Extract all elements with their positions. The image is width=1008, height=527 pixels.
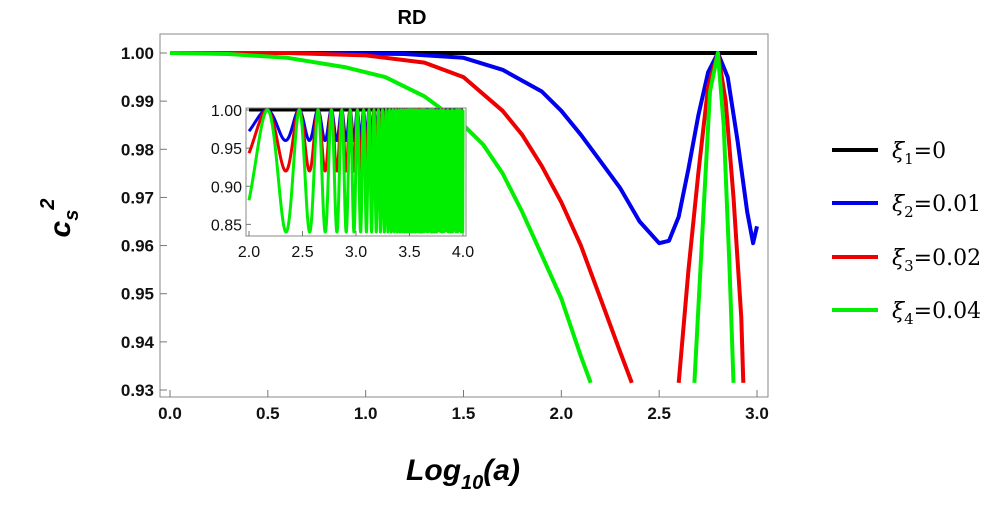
legend-label-xi2: ξ2=0.01 xyxy=(892,192,981,221)
y-label-base: c xyxy=(44,220,77,237)
x-label-sub: 10 xyxy=(461,472,483,494)
x-tick-label: 3.0 xyxy=(745,404,769,423)
x-label-arg: (a) xyxy=(483,454,520,487)
series-line-4-0-04 xyxy=(169,51,736,384)
inset-y-tick-label: 0.85 xyxy=(211,217,242,234)
svg-text:cs2: cs2 xyxy=(37,199,83,238)
main-axis-ticks: 0.0 0.5 1.0 1.5 2.0 2.5 3.0 0.93 0.94 0.95 0.96 0.9… xyxy=(121,44,769,423)
inset-axis-ticks: 2.0 2.5 3.0 3.5 4.0 0.85 0.90 0.95 1.00 xyxy=(211,103,474,261)
inset-series-group xyxy=(247,108,465,234)
inset-x-tick-label: 4.0 xyxy=(452,244,474,261)
series-line-2-0-01 xyxy=(170,51,759,246)
y-tick-label: 0.95 xyxy=(121,285,154,304)
main-series-group xyxy=(169,51,759,384)
y-tick-label: 0.94 xyxy=(121,333,155,352)
legend-label-xi3: ξ3=0.02 xyxy=(892,246,981,275)
x-tick-label: 0.0 xyxy=(158,404,182,423)
y-tick-label: 0.98 xyxy=(121,140,154,159)
inset-y-tick-label: 1.00 xyxy=(211,103,242,120)
y-tick-label: 0.99 xyxy=(121,92,154,111)
inset-x-tick-label: 2.5 xyxy=(291,244,313,261)
legend-label-xi4: ξ4=0.04 xyxy=(892,299,981,328)
x-tick-label: 2.0 xyxy=(550,404,574,423)
inset-series-line-4-0-04 xyxy=(247,108,465,234)
chart-title: RD xyxy=(398,7,427,29)
x-tick-label: 0.5 xyxy=(256,404,280,423)
inset-x-tick-label: 3.0 xyxy=(345,244,367,261)
x-tick-label: 2.5 xyxy=(647,404,671,423)
legend: ξ1=0 ξ2=0.01 ξ3=0.02 ξ4=0.04 xyxy=(832,139,981,328)
y-label-sub: s xyxy=(61,210,83,221)
y-tick-label: 0.93 xyxy=(121,381,154,400)
x-tick-label: 1.5 xyxy=(452,404,476,423)
inset-x-tick-label: 3.5 xyxy=(398,244,420,261)
legend-label-xi1: ξ1=0 xyxy=(892,139,946,168)
inset-y-tick-label: 0.95 xyxy=(211,141,242,158)
x-axis-label: Log10(a) xyxy=(406,454,520,494)
y-label-sup: 2 xyxy=(37,199,59,211)
y-axis-label: cs2 xyxy=(37,199,83,238)
inset-x-tick-label: 2.0 xyxy=(238,244,260,261)
x-label-base: Log xyxy=(406,454,461,487)
y-tick-label: 1.00 xyxy=(121,44,154,63)
y-tick-label: 0.96 xyxy=(121,237,154,256)
y-tick-label: 0.97 xyxy=(121,188,154,207)
x-tick-label: 1.0 xyxy=(354,404,378,423)
inset-y-tick-label: 0.90 xyxy=(211,179,242,196)
